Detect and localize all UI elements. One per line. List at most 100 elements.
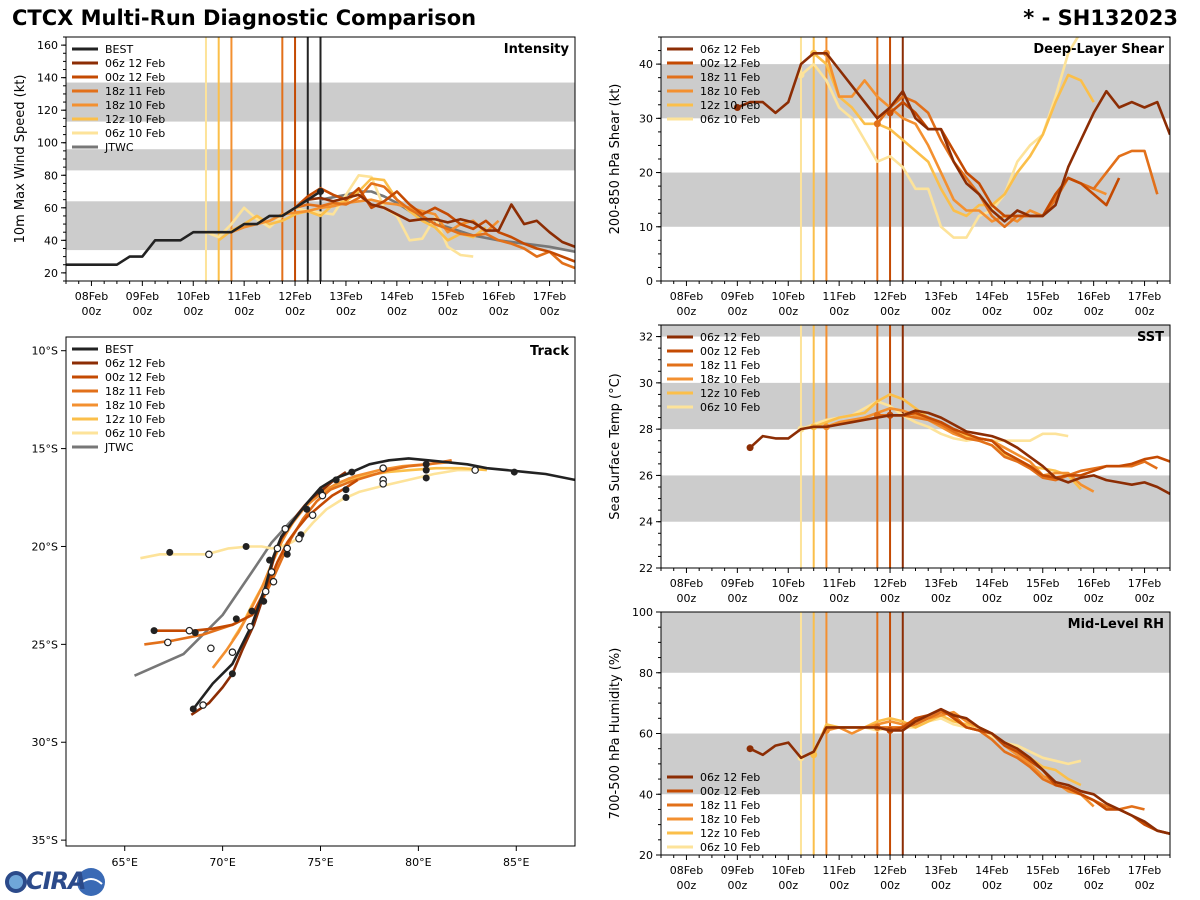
legend-label-12z-10-feb: 12z 10 Feb xyxy=(105,413,165,426)
plot-area-track xyxy=(66,337,575,846)
page-title: CTCX Multi-Run Diagnostic Comparison xyxy=(12,6,477,30)
y-tick-label: 80 xyxy=(639,667,653,680)
track-point-open xyxy=(273,544,282,553)
track-point-open xyxy=(283,544,292,553)
x-tick-label: 16Feb xyxy=(482,290,515,303)
x-tick-label: 70°E xyxy=(209,856,235,869)
logo-text: CIRA xyxy=(26,867,87,895)
track-point-open xyxy=(207,644,215,653)
threshold-band xyxy=(661,64,1170,119)
storm-id: * - SH132023 xyxy=(1023,6,1178,30)
track-point-open xyxy=(261,587,270,596)
track-point-open xyxy=(281,525,290,533)
x-tick-sublabel: 00z xyxy=(1033,879,1053,892)
x-tick-sublabel: 00z xyxy=(778,879,798,892)
x-tick-sublabel: 00z xyxy=(982,305,1002,318)
track-point-filled xyxy=(228,670,236,678)
track-point-open xyxy=(199,701,207,709)
x-tick-sublabel: 00z xyxy=(677,305,697,318)
x-tick-label: 85°E xyxy=(503,856,529,869)
x-tick-label: 15Feb xyxy=(1026,864,1059,877)
plot-area-shear xyxy=(661,37,1170,281)
track-point-filled xyxy=(342,494,350,502)
y-tick-label: 30°S xyxy=(32,736,58,749)
chart-sst: 22 24 26 28 30 32 08Feb 00z 09Feb 00z 10Feb 00z 11Fe… xyxy=(608,324,1171,605)
track-point-filled xyxy=(283,550,291,558)
y-tick-label: 60 xyxy=(44,202,58,215)
series-line-00z-12-feb xyxy=(890,411,1170,480)
x-tick-label: 75°E xyxy=(307,856,333,869)
x-tick-sublabel: 00z xyxy=(1135,305,1155,318)
y-tick-label: 0 xyxy=(646,275,653,288)
track-point-filled xyxy=(242,542,250,550)
x-tick-sublabel: 00z xyxy=(1135,592,1155,605)
track-point-open xyxy=(269,577,278,586)
x-tick-sublabel: 00z xyxy=(438,305,458,318)
x-tick-label: 09Feb xyxy=(721,577,754,590)
x-tick-sublabel: 00z xyxy=(727,879,747,892)
best-track-marker xyxy=(317,188,324,196)
x-tick-sublabel: 00z xyxy=(1084,305,1104,318)
series-line-06z-12-feb xyxy=(307,193,575,249)
chart-title: SST xyxy=(1137,330,1164,345)
x-tick-label: 13Feb xyxy=(924,864,957,877)
x-tick-label: 14Feb xyxy=(975,290,1008,303)
legend-label-18z-10-feb: 18z 10 Feb xyxy=(105,99,165,112)
legend-label-00z-12-feb: 00z 12 Feb xyxy=(105,71,165,84)
legend-label-06z-12-feb: 06z 12 Feb xyxy=(700,331,760,344)
y-tick-label: 30 xyxy=(639,112,653,125)
x-tick-label: 65°E xyxy=(112,856,138,869)
track-point-filled xyxy=(422,474,430,482)
x-tick-sublabel: 00z xyxy=(727,592,747,605)
threshold-band xyxy=(661,733,1170,795)
x-tick-sublabel: 00z xyxy=(880,592,900,605)
legend-label-06z-12-feb: 06z 12 Feb xyxy=(105,357,165,370)
y-tick-label: 40 xyxy=(639,58,653,71)
track-point-open xyxy=(185,626,194,635)
x-tick-sublabel: 00z xyxy=(677,879,697,892)
x-tick-label: 08Feb xyxy=(670,290,703,303)
x-tick-sublabel: 00z xyxy=(829,592,849,605)
y-tick-label: 20 xyxy=(639,849,653,862)
track-point-filled xyxy=(510,468,518,476)
track-point-open xyxy=(471,466,479,474)
cira-logo: CIRA xyxy=(4,866,108,898)
x-tick-sublabel: 00z xyxy=(931,305,951,318)
x-tick-label: 12Feb xyxy=(873,864,906,877)
x-tick-sublabel: 00z xyxy=(727,305,747,318)
x-tick-label: 16Feb xyxy=(1077,864,1110,877)
track-point-open xyxy=(295,534,303,543)
x-tick-label: 09Feb xyxy=(721,864,754,877)
y-tick-label: 80 xyxy=(44,169,58,182)
x-tick-sublabel: 00z xyxy=(829,305,849,318)
x-tick-sublabel: 00z xyxy=(489,305,509,318)
x-tick-label: 12Feb xyxy=(873,577,906,590)
x-tick-sublabel: 00z xyxy=(1033,592,1053,605)
x-tick-label: 13Feb xyxy=(329,290,362,303)
legend-label-06z-10-feb: 06z 10 Feb xyxy=(700,841,760,854)
x-tick-sublabel: 00z xyxy=(778,305,798,318)
x-tick-label: 80°E xyxy=(405,856,431,869)
x-tick-label: 17Feb xyxy=(1128,577,1161,590)
y-tick-label: 32 xyxy=(639,331,653,344)
y-tick-label: 60 xyxy=(639,728,653,741)
y-axis-label: Sea Surface Temp (°C) xyxy=(608,373,623,520)
y-tick-label: 20°S xyxy=(32,540,58,553)
x-tick-label: 08Feb xyxy=(75,290,108,303)
x-tick-label: 16Feb xyxy=(1077,577,1110,590)
x-tick-label: 11Feb xyxy=(227,290,260,303)
legend-label-06z-12-feb: 06z 12 Feb xyxy=(700,771,760,784)
track-point-filled xyxy=(342,486,350,494)
x-tick-label: 10Feb xyxy=(772,864,805,877)
series-start-marker xyxy=(873,120,881,128)
legend-label-18z-11-feb: 18z 11 Feb xyxy=(700,71,760,84)
y-tick-label: 10 xyxy=(639,221,653,234)
x-tick-label: 17Feb xyxy=(533,290,566,303)
track-point-open xyxy=(205,550,213,559)
chart-title: Mid-Level RH xyxy=(1068,617,1164,632)
x-tick-label: 14Feb xyxy=(975,864,1008,877)
y-tick-label: 25°S xyxy=(32,638,58,651)
track-point-open xyxy=(308,511,317,519)
track-point-filled xyxy=(422,460,430,468)
y-tick-label: 100 xyxy=(37,137,58,150)
